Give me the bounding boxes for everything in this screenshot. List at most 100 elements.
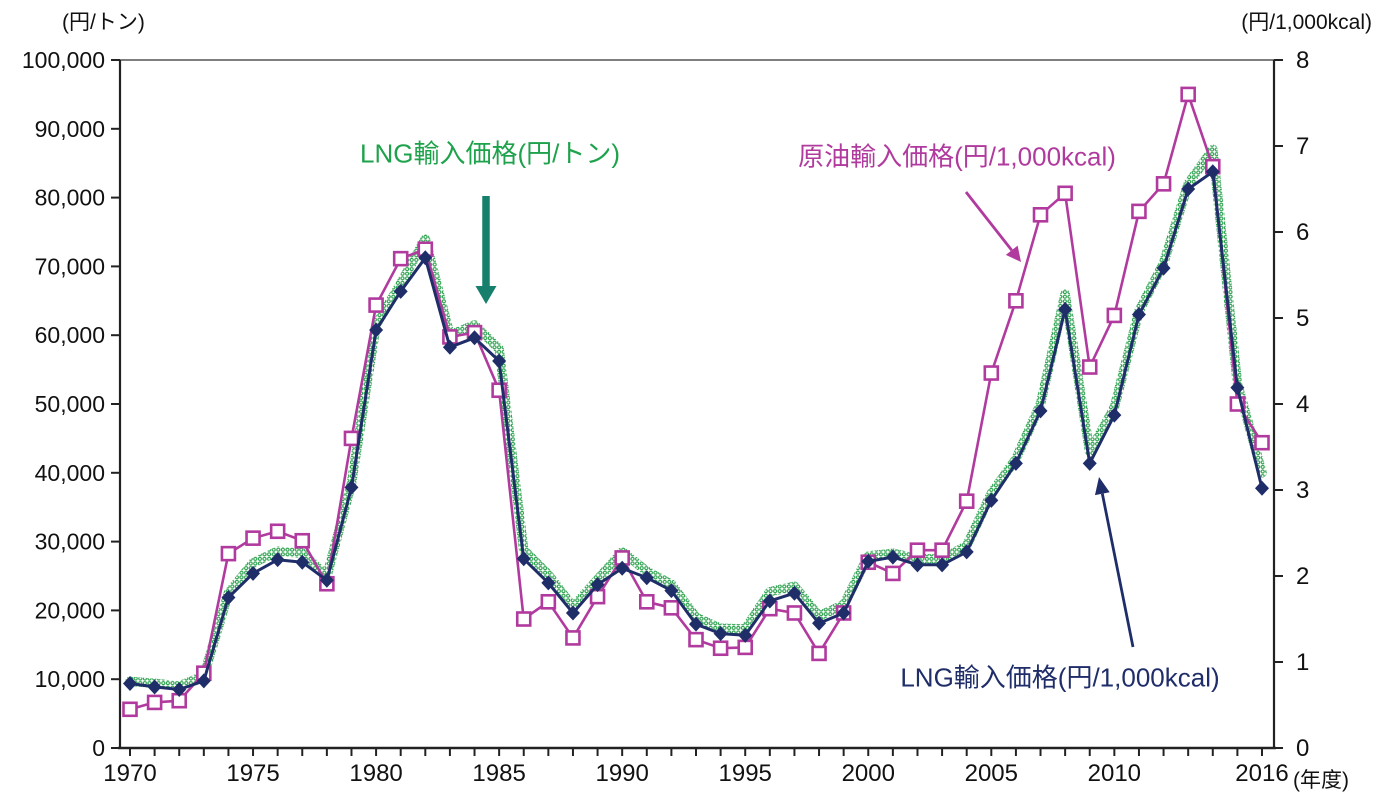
svg-text:40,000: 40,000 [35,460,105,486]
lng-kcal-marker-2000 [861,553,876,569]
oil-marker-2016 [1254,434,1270,451]
oil-marker-2012 [1155,176,1172,192]
svg-text:4: 4 [1296,391,1309,418]
oil-marker-1981 [392,250,409,267]
lng-kcal-marker-2004 [959,544,974,560]
lng-kcal-marker-1990 [615,560,630,576]
oil-marker-1998 [811,645,827,662]
lng-kcal-marker-1972 [172,682,187,698]
lng-kcal-annotation-arrow [1094,477,1135,648]
svg-text:1: 1 [1296,649,1309,676]
lng-kcal-marker-1971 [147,679,162,695]
lng-kcal-marker-2009 [1082,455,1097,471]
lng-kcal-marker-2015 [1230,380,1245,396]
lng-kcal-marker-1984 [467,330,482,346]
svg-text:60,000: 60,000 [35,322,105,348]
lng-kcal-marker-2007 [1033,403,1048,419]
lng-kcal-marker-1999 [836,605,851,621]
oil-marker-1977 [294,532,311,549]
svg-text:10,000: 10,000 [35,666,105,692]
lng-kcal-marker-1970 [123,676,137,691]
lng-kcal-marker-1996 [762,593,777,609]
oil-marker-1991 [638,593,655,610]
svg-text:30,000: 30,000 [35,529,105,555]
left-axis-ticks: 0 10,000 20,000 30,000 40,000 50,000 60,000 70,… [22,47,120,761]
oil-marker-2003 [934,542,950,559]
lng-kcal-marker-2008 [1058,301,1073,317]
svg-text:20,000: 20,000 [35,597,105,623]
lng-kcal-marker-1987 [541,575,556,591]
lng-kcal-marker-1997 [787,585,802,601]
svg-text:2005: 2005 [965,760,1018,787]
lng-kcal-marker-1985 [492,353,507,369]
series-lng-price-yen-per-1000kcal [123,164,1269,698]
lng-kcal-marker-2002 [910,557,925,573]
svg-text:1990: 1990 [595,760,648,787]
oil-marker-1988 [565,630,581,646]
svg-text:2: 2 [1296,563,1309,590]
svg-text:70,000: 70,000 [35,253,105,279]
lng-kcal-marker-1978 [319,572,334,588]
lng-kcal-marker-2003 [935,557,950,573]
svg-text:90,000: 90,000 [35,116,105,142]
lng-kcal-marker-1974 [221,590,236,605]
oil-marker-1974 [220,545,237,562]
oil-marker-1986 [515,611,532,627]
crude-oil-annotation-arrow [964,191,1021,262]
svg-text:50,000: 50,000 [35,391,105,417]
lng-kcal-marker-1980 [369,322,384,338]
lng-kcal-marker-1986 [516,551,531,567]
lng-kcal-marker-1992 [664,583,679,599]
right-axis-ticks: 0 1 2 3 4 5 6 7 8 [1274,47,1309,762]
svg-text:3: 3 [1296,477,1309,504]
oil-marker-2001 [885,565,901,582]
annotation-lng-kcal-label: LNG輸入価格(円/1,000kcal) [900,662,1220,693]
svg-text:1980: 1980 [349,760,402,787]
oil-marker-2002 [909,542,926,559]
svg-text:100,000: 100,000 [22,47,105,73]
lng-kcal-marker-2011 [1131,307,1146,323]
oil-marker-2006 [1008,292,1024,309]
oil-marker-1992 [663,600,680,616]
series-lng-price-yen-per-ton [125,144,1267,691]
oil-marker-1976 [269,523,286,540]
lng-kcal-marker-2001 [885,549,900,565]
svg-text:80,000: 80,000 [35,185,105,211]
lng-kcal-marker-1975 [246,565,261,581]
lng-kcal-marker-2010 [1107,407,1122,423]
lng-kcal-marker-1989 [590,577,605,593]
oil-marker-1994 [712,640,729,657]
svg-text:2000: 2000 [842,760,895,787]
left-axis-unit-label: (円/トン) [62,11,145,34]
svg-text:1985: 1985 [472,760,525,787]
lng-kcal-marker-1982 [418,250,433,266]
svg-text:0: 0 [92,735,105,761]
lng-kcal-marker-1998 [812,615,827,631]
x-axis-unit-label: (年度) [1293,769,1349,792]
oil-marker-2009 [1081,359,1098,375]
lng-kcal-marker-2005 [984,492,999,508]
lng-kcal-marker-2013 [1181,181,1196,197]
lng-kcal-marker-1977 [295,554,310,570]
lng-kcal-marker-1981 [393,283,408,299]
lng-kcal-marker-1983 [442,339,457,355]
lng-kcal-marker-1976 [270,552,285,568]
oil-marker-2011 [1131,203,1147,220]
lng-kcal-marker-1994 [713,626,728,642]
lng-kcal-marker-2014 [1205,164,1220,180]
svg-text:1970: 1970 [103,760,156,787]
oil-marker-1987 [540,593,557,610]
oil-marker-2005 [983,365,1000,381]
oil-marker-1979 [343,430,360,447]
lng-ton-annotation-arrow [475,196,497,304]
lng-kcal-marker-1991 [639,570,654,586]
lng-kcal-marker-1988 [565,605,580,621]
oil-marker-2007 [1032,207,1049,223]
lng-kcal-marker-1995 [738,627,753,643]
lng-kcal-marker-2016 [1255,480,1269,496]
oil-marker-1970 [122,701,138,718]
right-axis-unit-label: (円/1,000kcal) [1241,11,1372,34]
oil-marker-2004 [958,493,975,509]
